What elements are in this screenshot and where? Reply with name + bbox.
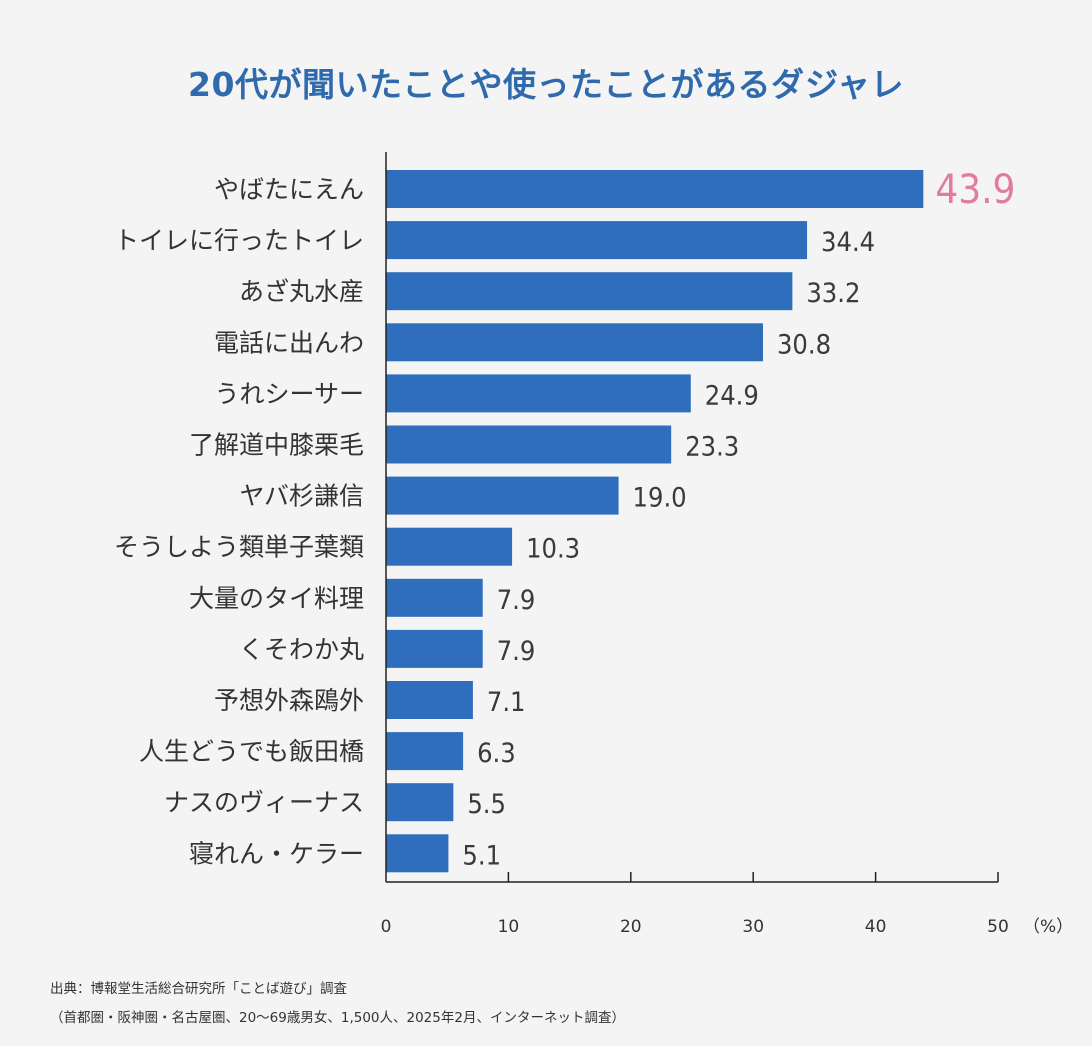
bar [386, 527, 513, 566]
value-label: 6.3 [477, 738, 516, 769]
category-label: ヤバ杉謙信 [239, 482, 364, 511]
bar [386, 272, 793, 311]
bar [386, 425, 672, 464]
bar [386, 170, 924, 208]
bar [386, 834, 449, 873]
source-citation: 出典：博報堂生活総合研究所「ことば遊び」調査 [50, 981, 347, 997]
category-label: トイレに行ったトイレ [114, 226, 364, 255]
category-label: 大量のタイ料理 [189, 584, 364, 613]
value-label: 33.2 [806, 278, 860, 309]
value-label: 30.8 [777, 329, 831, 360]
bar [386, 221, 808, 260]
category-label: くそわか丸 [239, 635, 364, 664]
bar [386, 783, 454, 822]
category-label: やばたにえん [214, 175, 364, 204]
bar [386, 681, 473, 719]
bar-chart: やばたにえん 43.9 トイレに行ったトイレ 34.4 あざ丸水産 33.2 電話に出んわ 3… [114, 152, 1073, 937]
category-label: うれシーサー [214, 379, 364, 408]
x-tick-label: 30 [742, 917, 764, 937]
value-label: 43.9 [935, 167, 1015, 213]
chart-title: 20代が聞いたことや使ったことがあるダジャレ [188, 65, 904, 104]
value-label: 24.9 [705, 380, 759, 411]
category-label: あざ丸水産 [239, 277, 364, 306]
x-tick-label: 0 [381, 917, 392, 937]
value-label: 5.1 [462, 840, 501, 871]
x-tick-label: 10 [498, 917, 520, 937]
value-label: 7.9 [497, 636, 536, 667]
category-label: 寝れん・ケラー [189, 839, 364, 868]
bar [386, 578, 483, 617]
category-label: 予想外森鴎外 [214, 686, 364, 715]
x-tick-label: 20 [620, 917, 642, 937]
value-label: 23.3 [685, 432, 739, 463]
value-label: 10.3 [526, 534, 580, 565]
category-label: 人生どうでも飯田橋 [139, 737, 364, 766]
bar [386, 374, 691, 413]
value-label: 7.9 [497, 585, 536, 616]
category-label: 電話に出んわ [214, 328, 364, 357]
category-label: ナスのヴィーナス [164, 788, 364, 817]
bar [386, 732, 464, 771]
bar [386, 323, 763, 362]
value-label: 5.5 [467, 789, 506, 820]
x-tick-label: 40 [865, 917, 887, 937]
value-label: 34.4 [821, 227, 875, 258]
bar [386, 629, 483, 668]
x-tick-label: 50 [987, 917, 1009, 937]
value-label: 19.0 [633, 483, 687, 514]
category-label: そうしよう類単子葉類 [114, 533, 364, 562]
value-label: 7.1 [487, 687, 526, 718]
category-label: 了解道中膝栗毛 [189, 431, 364, 460]
bar [386, 476, 619, 515]
source-details: （首都圏・阪神圏・名古屋圏、20〜69歳男女、1,500人、2025年2月、イン… [50, 1010, 625, 1026]
x-unit-label: （%） [1023, 917, 1073, 937]
